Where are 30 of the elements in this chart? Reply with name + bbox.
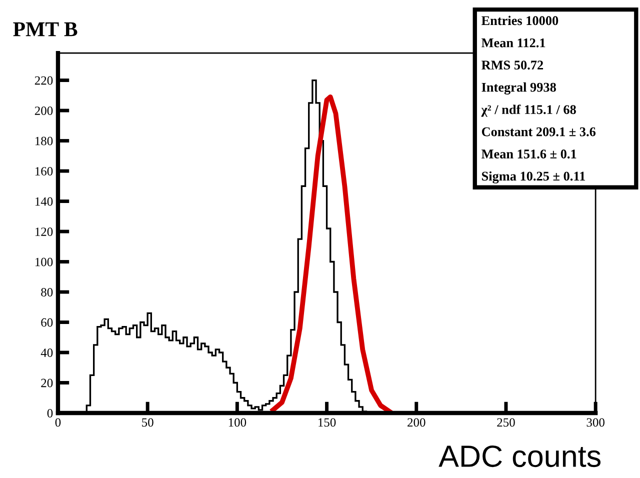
x-tick-label: 300 (586, 418, 604, 427)
y-tick-label: 220 (34, 76, 53, 85)
x-axis-title: ADC counts (438, 445, 600, 468)
y-tick-label: 40 (40, 348, 53, 357)
y-tick-label: 100 (35, 258, 53, 266)
annotation: Integral 9938 (482, 82, 556, 94)
y-tick-label: 0 (47, 409, 53, 418)
x-tick-label: 150 (318, 418, 336, 427)
annotation: χ² / ndf 115.1 / 68 (481, 104, 576, 117)
y-tick-label: 60 (41, 318, 53, 327)
x-tick-label: 200 (408, 418, 426, 427)
annotation: Mean 151.6 ± 0.1 (482, 150, 576, 159)
y-tick-label: 80 (41, 288, 53, 296)
text: Entries 10000 (482, 16, 558, 26)
x-tick-label: 100 (228, 418, 246, 427)
y-tick-label: 180 (35, 136, 53, 146)
y-tick-label: 120 (35, 228, 53, 236)
y-tick-label: 200 (34, 106, 53, 115)
y-tick-label: 160 (35, 167, 53, 176)
annotation: Constant 209.1 ± 3.6 (482, 127, 596, 136)
x-tick-label: 250 (497, 418, 515, 427)
annotation: Sigma 10.25 ± 0.11 (482, 171, 585, 184)
x-tick-label: 50 (142, 418, 154, 427)
annotation: RMS 50.72 (482, 60, 544, 70)
y-tick-label: 20 (41, 378, 53, 388)
x-tick-label: 0 (55, 418, 61, 427)
line-series (270, 94, 392, 413)
y-tick-label: 140 (35, 197, 53, 206)
text: Mean 112.1 (482, 38, 546, 48)
chart-title: PMT B (13, 22, 78, 36)
